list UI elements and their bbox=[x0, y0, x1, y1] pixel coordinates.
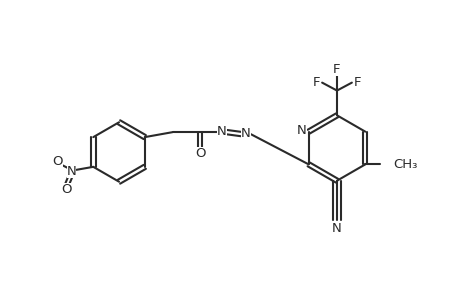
Text: N: N bbox=[217, 125, 226, 138]
Text: F: F bbox=[312, 76, 319, 89]
Text: O: O bbox=[61, 183, 72, 196]
Text: F: F bbox=[353, 76, 361, 89]
Text: F: F bbox=[332, 63, 340, 76]
Text: N: N bbox=[331, 222, 341, 235]
Text: N: N bbox=[67, 165, 76, 178]
Text: N: N bbox=[297, 124, 306, 137]
Text: O: O bbox=[195, 148, 205, 160]
Text: O: O bbox=[52, 155, 63, 168]
Text: CH₃: CH₃ bbox=[392, 158, 416, 171]
Text: N: N bbox=[241, 127, 250, 140]
